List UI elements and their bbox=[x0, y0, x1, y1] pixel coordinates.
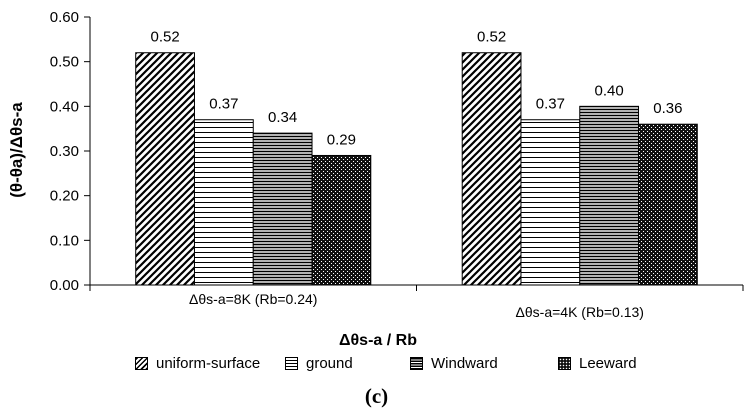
y-tick-label: 0.20 bbox=[50, 188, 79, 205]
bar-chart: 0.00 0.10 0.20 0.30 0.40 0.50 0.60 Δθs-a=8K (R… bbox=[7, 9, 744, 349]
bar-uniform-surface bbox=[461, 52, 522, 286]
data-label: 0.29 bbox=[327, 131, 356, 148]
legend-item: Windward bbox=[410, 355, 498, 372]
legend-label: Leeward bbox=[579, 355, 637, 372]
bar-ground bbox=[520, 119, 581, 286]
y-axis: 0.00 0.10 0.20 0.30 0.40 0.50 0.60 bbox=[50, 9, 91, 294]
legend-item: uniform-surface bbox=[135, 355, 260, 372]
legend-swatch bbox=[410, 357, 423, 370]
data-label: 0.36 bbox=[653, 100, 682, 117]
y-tick-label: 0.10 bbox=[50, 232, 79, 249]
legend: uniform-surface ground Windward Leeward bbox=[0, 355, 753, 379]
legend-label: ground bbox=[306, 355, 353, 372]
y-tick-label: 0.00 bbox=[50, 277, 79, 294]
legend-label: uniform-surface bbox=[156, 355, 261, 372]
data-label: 0.37 bbox=[536, 96, 565, 113]
y-axis-label: (θ-θa)/Δθs-a bbox=[7, 102, 26, 198]
bar-ground bbox=[193, 119, 254, 286]
x-category-label: Δθs-a=4K (Rb=0.13) bbox=[516, 304, 644, 320]
bar-windward bbox=[579, 105, 640, 286]
bars bbox=[135, 52, 698, 286]
legend-swatch bbox=[135, 357, 148, 370]
data-label: 0.37 bbox=[209, 96, 238, 113]
data-label: 0.52 bbox=[477, 29, 506, 46]
y-tick-label: 0.60 bbox=[50, 9, 79, 26]
data-label: 0.40 bbox=[595, 82, 624, 99]
legend-item: ground bbox=[285, 355, 353, 372]
figure-caption: (c) bbox=[364, 384, 389, 408]
legend-swatch bbox=[285, 357, 298, 370]
legend-swatch bbox=[558, 357, 571, 370]
bar-uniform-surface bbox=[135, 52, 195, 286]
legend-label: Windward bbox=[431, 355, 498, 372]
y-tick-label: 0.50 bbox=[50, 54, 79, 71]
y-tick-label: 0.30 bbox=[50, 143, 79, 160]
bar-leeward bbox=[311, 154, 372, 286]
bar-leeward bbox=[638, 123, 698, 286]
data-labels: 0.52 0.37 0.34 0.29 0.52 0.37 0.40 0.36 bbox=[150, 29, 682, 149]
y-tick-label: 0.40 bbox=[50, 98, 79, 115]
x-category-label: Δθs-a=8K (Rb=0.24) bbox=[189, 291, 317, 307]
data-label: 0.52 bbox=[150, 29, 179, 46]
x-axis-label: Δθs-a / Rb bbox=[339, 332, 417, 349]
bar-windward bbox=[252, 132, 313, 286]
data-label: 0.34 bbox=[268, 109, 297, 126]
legend-item: Leeward bbox=[558, 355, 637, 372]
x-axis: Δθs-a=8K (Rb=0.24) Δθs-a=4K (Rb=0.13) bbox=[89, 284, 744, 320]
